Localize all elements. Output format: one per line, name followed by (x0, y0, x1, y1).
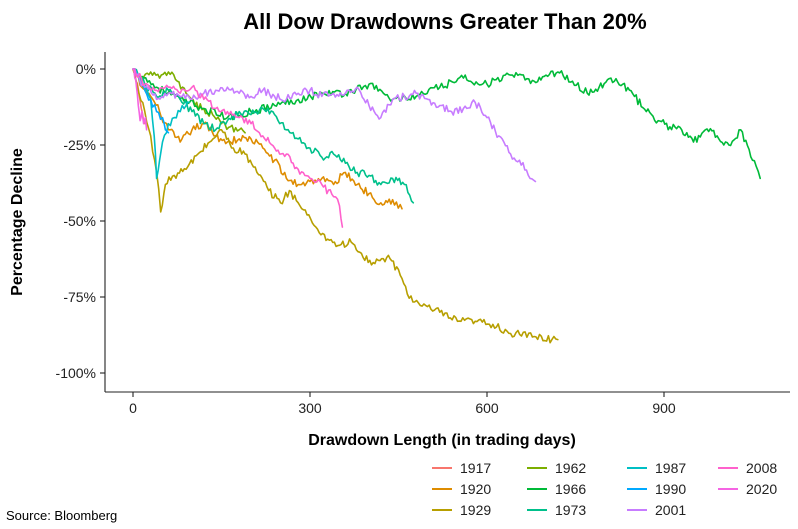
y-tick-label: -100% (56, 365, 96, 381)
x-tick-label: 300 (298, 400, 322, 416)
legend-label-2001: 2001 (655, 502, 686, 518)
series-line-2020 (132, 68, 148, 131)
series-line-1962 (132, 68, 246, 134)
legend-label-2020: 2020 (746, 481, 777, 497)
y-ticks: 0% -25% -50% -75% -100% (56, 61, 105, 381)
x-tick-label: 900 (652, 400, 676, 416)
chart-title: All Dow Drawdowns Greater Than 20% (243, 9, 646, 34)
x-ticks: 0 300 600 900 (129, 392, 676, 416)
legend-label-1990: 1990 (655, 481, 686, 497)
series-line-2008 (132, 68, 344, 228)
legend-label-1973: 1973 (555, 502, 586, 518)
series-line-2001 (132, 68, 537, 183)
y-tick-label: -50% (63, 213, 96, 229)
x-tick-label: 600 (475, 400, 499, 416)
y-axis-title: Percentage Decline (9, 148, 26, 296)
legend-label-1966: 1966 (555, 481, 586, 497)
y-tick-label: 0% (76, 61, 96, 77)
legend-label-1929: 1929 (460, 502, 491, 518)
y-tick-label: -25% (63, 137, 96, 153)
source-note: Source: Bloomberg (6, 508, 118, 523)
series-line-1973 (132, 68, 415, 204)
plot-axes (104, 52, 790, 393)
legend: 1917 1920 1929 1962 1966 1973 1987 1990 2001 2008… (432, 460, 777, 518)
legend-label-1962: 1962 (555, 460, 586, 476)
x-axis-title: Drawdown Length (in trading days) (308, 432, 576, 449)
legend-label-2008: 2008 (746, 460, 777, 476)
y-tick-label: -75% (63, 289, 96, 305)
legend-label-1920: 1920 (460, 481, 491, 497)
legend-label-1987: 1987 (655, 460, 686, 476)
series-line-1966 (132, 68, 761, 180)
legend-label-1917: 1917 (460, 460, 491, 476)
series-line-1920 (132, 68, 403, 210)
series-line-1929 (132, 68, 559, 344)
series-layer (132, 68, 761, 344)
x-tick-label: 0 (129, 400, 137, 416)
